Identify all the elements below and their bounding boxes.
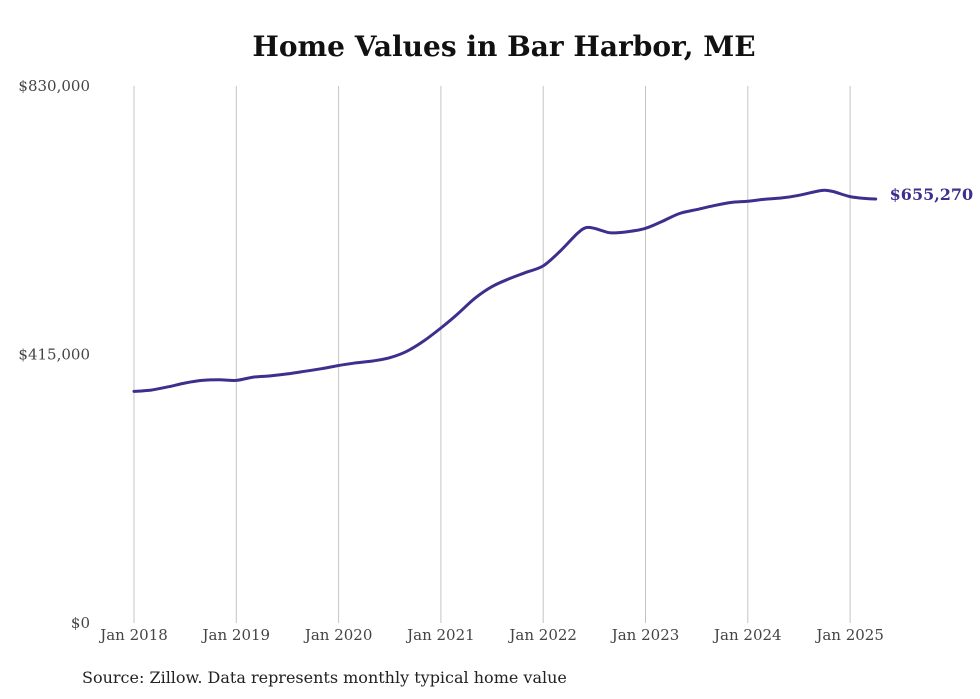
x-tick-label: Jan 2023 xyxy=(610,626,680,644)
gridlines xyxy=(133,86,851,623)
x-tick-label: Jan 2022 xyxy=(507,626,577,644)
y-tick-label: $830,000 xyxy=(18,77,90,95)
x-tick-label: Jan 2019 xyxy=(201,626,271,644)
x-tick-label: Jan 2020 xyxy=(303,626,373,644)
x-tick-label: Jan 2025 xyxy=(814,626,884,644)
y-tick-label: $415,000 xyxy=(18,346,90,364)
y-tick-label: $0 xyxy=(71,614,90,632)
x-tick-label: Jan 2018 xyxy=(98,626,168,644)
series-layer: $655,270 xyxy=(132,185,974,393)
x-axis-ticks: Jan 2018 Jan 2019 Jan 2020 Jan 2021 Jan 2022… xyxy=(98,626,884,644)
chart-title: Home Values in Bar Harbor, ME xyxy=(252,30,756,63)
x-tick-label: Jan 2024 xyxy=(712,626,782,644)
x-tick-label: Jan 2021 xyxy=(405,626,475,644)
end-value-label: $655,270 xyxy=(890,185,974,204)
series-line xyxy=(132,188,878,393)
source-note: Source: Zillow. Data represents monthly … xyxy=(82,668,567,687)
y-axis-ticks: $0 $415,000 $830,000 xyxy=(18,77,90,632)
